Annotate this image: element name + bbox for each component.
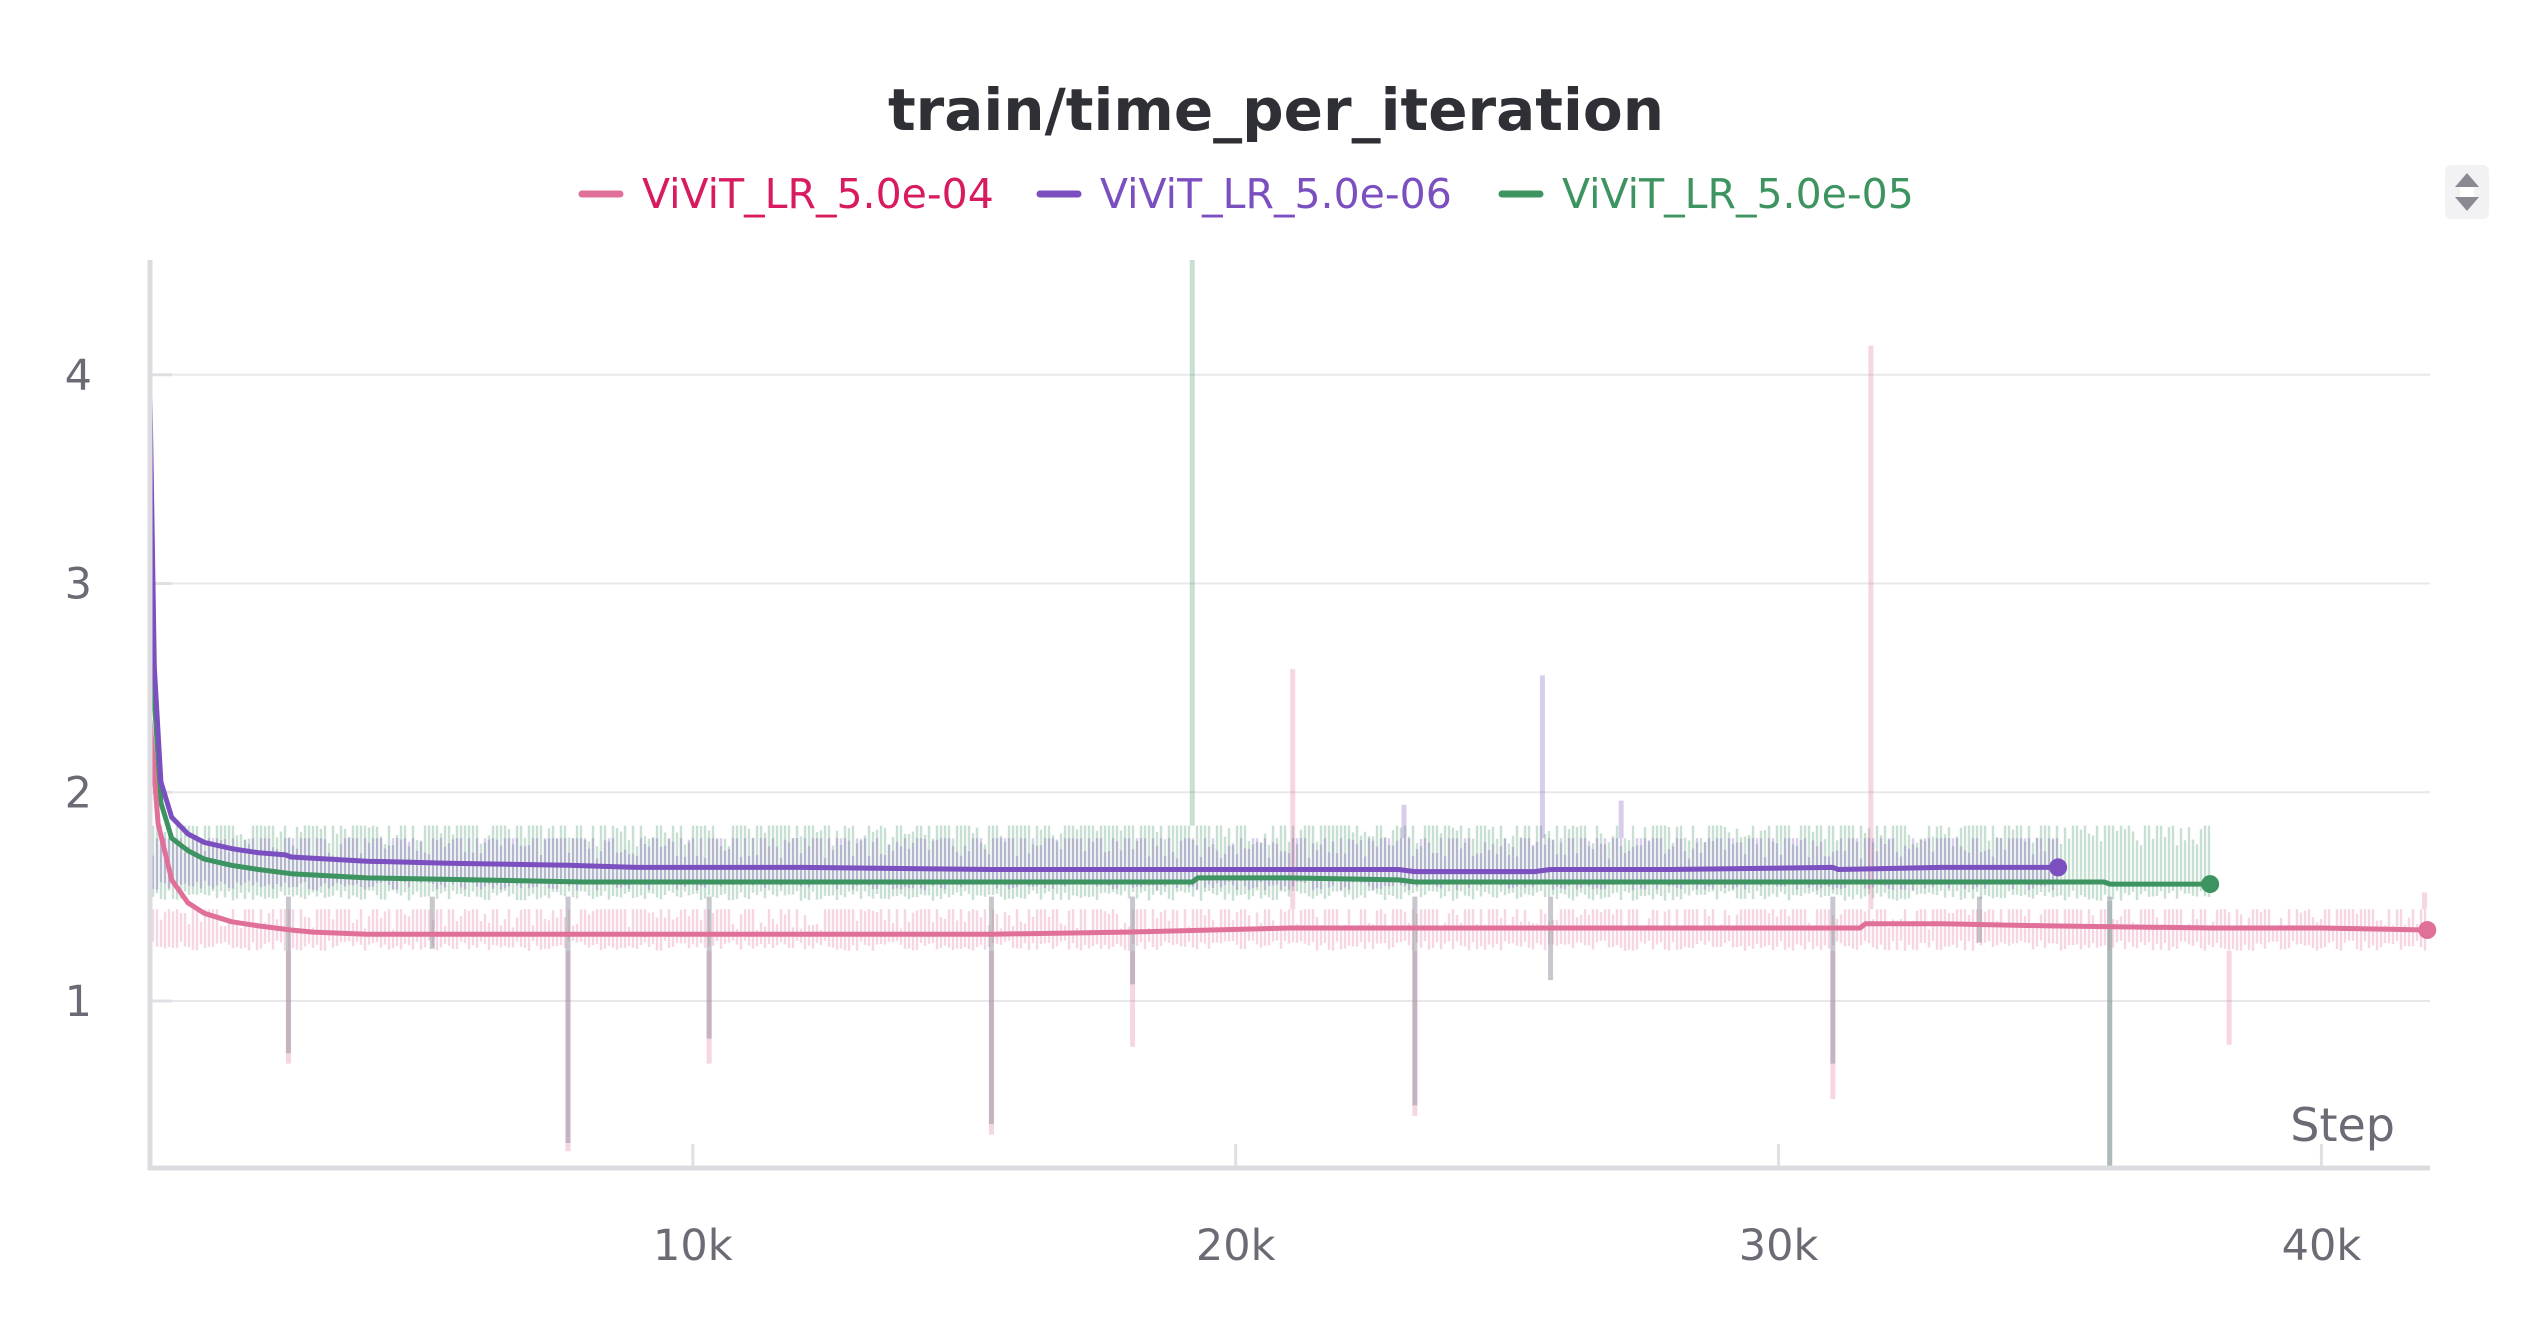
x-tick-label: 20k	[1196, 1221, 1276, 1271]
y-tick-label: 1	[65, 977, 92, 1027]
raw-overlap-dips	[285, 896, 2113, 1168]
chart-title: train/time_per_iteration	[888, 76, 1664, 144]
axes	[147, 260, 2430, 1171]
x-tick-label: 10k	[653, 1221, 733, 1271]
x-tick-label: 30k	[1739, 1221, 1819, 1271]
legend-label: ViViT_LR_5.0e-04	[642, 170, 994, 218]
y-tick-label: 4	[65, 351, 92, 401]
last-point-0	[2418, 921, 2437, 940]
legend[interactable]: ViViT_LR_5.0e-04 ViViT_LR_5.0e-06 ViViT_LR…	[578, 170, 1914, 218]
last-point-2	[2201, 875, 2220, 894]
legend-label: ViViT_LR_5.0e-06	[1100, 170, 1452, 218]
y-tick-label: 3	[65, 560, 92, 610]
x-tick-label: 40k	[2282, 1221, 2362, 1271]
tick-labels: 1 2 3 4 10k 20k 30k 40k	[65, 351, 2362, 1271]
legend-label: ViViT_LR_5.0e-05	[1562, 170, 1914, 218]
line-series-1	[147, 395, 2059, 875]
last-point-1	[2049, 858, 2068, 877]
line-series-0	[147, 719, 2428, 937]
raw-data-layer	[151, 260, 2428, 1168]
grid-lines	[150, 373, 2430, 1168]
x-axis-label: Step	[2290, 1098, 2395, 1152]
raw-series-2	[151, 260, 2211, 1168]
expand-collapse-icon[interactable]	[2445, 165, 2489, 219]
y-tick-label: 2	[65, 768, 92, 818]
raw-series-0	[151, 345, 2428, 1152]
smoothed-lines-layer	[147, 395, 2437, 940]
raw-series-1	[151, 675, 2059, 891]
line-series-2	[147, 416, 2211, 887]
